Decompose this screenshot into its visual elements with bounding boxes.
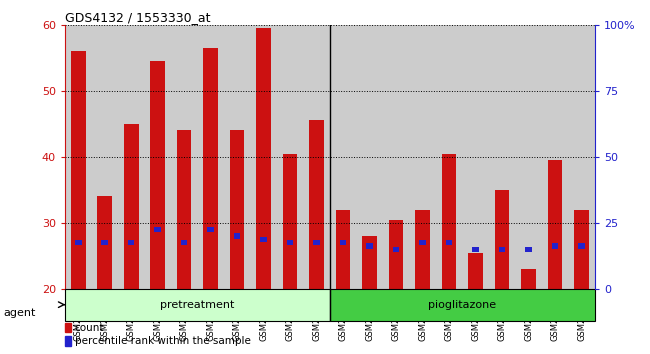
Bar [419, 240, 426, 245]
Bar [98, 196, 112, 289]
Bar [393, 247, 399, 252]
Bar [203, 48, 218, 289]
Bar [574, 210, 589, 289]
Text: percentile rank within the sample: percentile rank within the sample [75, 336, 250, 346]
Bar [144, 25, 171, 289]
Bar [224, 25, 250, 289]
Text: pioglitazone: pioglitazone [428, 300, 497, 310]
Bar [256, 28, 271, 289]
Bar [118, 25, 144, 289]
Bar [150, 61, 165, 289]
Bar [230, 130, 244, 289]
Bar [495, 190, 510, 289]
Bar [521, 269, 536, 289]
Bar [277, 25, 304, 289]
Bar [468, 252, 483, 289]
Bar [283, 154, 298, 289]
Bar [65, 323, 72, 332]
Text: count: count [75, 323, 104, 333]
Bar [489, 25, 515, 289]
Bar [410, 25, 436, 289]
Bar [304, 25, 330, 289]
Bar [552, 243, 558, 249]
Bar [101, 240, 108, 245]
Bar [362, 236, 377, 289]
Bar [442, 154, 456, 289]
Bar [309, 120, 324, 289]
Bar [389, 219, 404, 289]
Bar [330, 289, 595, 320]
Bar [578, 243, 585, 249]
Bar [415, 210, 430, 289]
Bar [177, 130, 192, 289]
Bar [155, 227, 161, 232]
Text: GDS4132 / 1553330_at: GDS4132 / 1553330_at [65, 11, 211, 24]
Bar [542, 25, 568, 289]
Bar [71, 51, 86, 289]
Bar [462, 25, 489, 289]
Bar [287, 240, 293, 245]
Bar [261, 237, 267, 242]
Bar [65, 336, 72, 346]
Bar [330, 25, 356, 289]
Bar [568, 25, 595, 289]
Bar [250, 25, 277, 289]
Bar [124, 124, 138, 289]
Bar [383, 25, 410, 289]
Bar [356, 25, 383, 289]
Bar [515, 25, 542, 289]
Bar [313, 240, 320, 245]
Bar [234, 233, 240, 239]
Bar [525, 247, 532, 252]
Bar [436, 25, 462, 289]
Bar [65, 25, 92, 289]
Bar [181, 240, 187, 245]
Bar [340, 240, 346, 245]
Bar [473, 247, 479, 252]
Bar [446, 240, 452, 245]
Text: agent: agent [3, 308, 36, 318]
Bar [171, 25, 198, 289]
Bar [65, 289, 330, 320]
Bar [336, 210, 350, 289]
Bar [207, 227, 214, 232]
Bar [548, 160, 562, 289]
Bar [75, 240, 81, 245]
Bar [128, 240, 135, 245]
Bar [198, 25, 224, 289]
Bar [499, 247, 505, 252]
Bar [367, 243, 373, 249]
Text: pretreatment: pretreatment [161, 300, 235, 310]
Bar [92, 25, 118, 289]
